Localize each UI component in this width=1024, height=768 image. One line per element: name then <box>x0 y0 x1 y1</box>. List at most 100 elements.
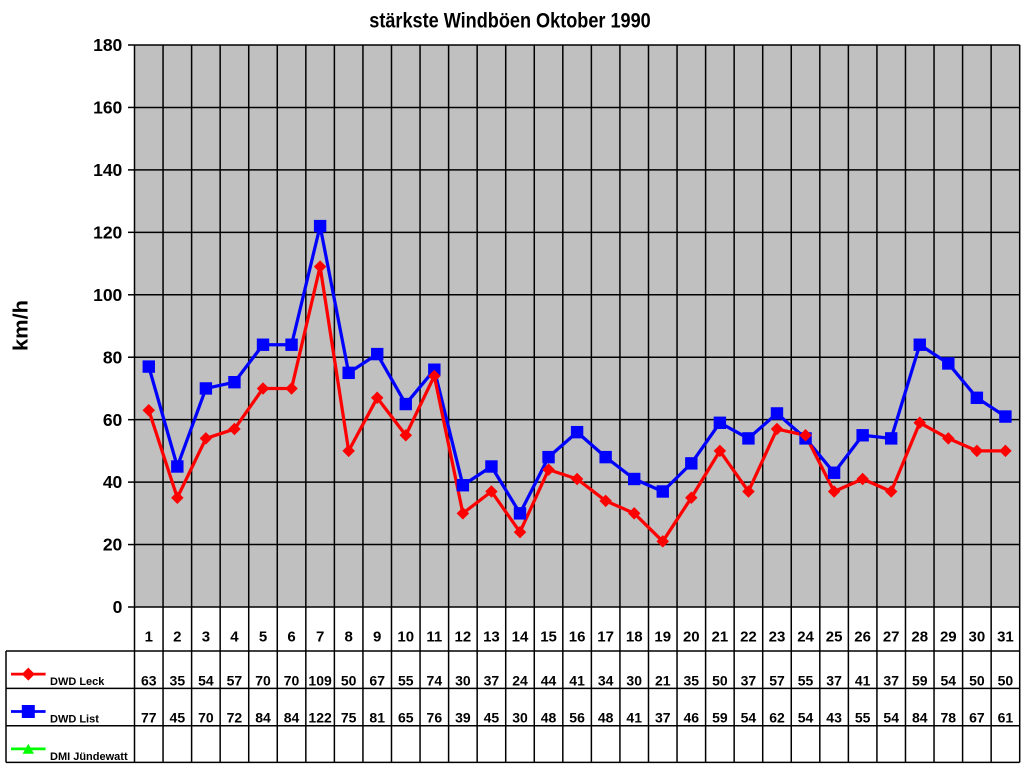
svg-text:44: 44 <box>541 672 557 688</box>
svg-text:km/h: km/h <box>11 300 33 351</box>
svg-text:4: 4 <box>230 629 239 646</box>
svg-text:50: 50 <box>341 672 357 688</box>
svg-text:0: 0 <box>113 597 123 617</box>
svg-text:24: 24 <box>512 672 528 688</box>
svg-text:54: 54 <box>741 710 757 726</box>
svg-text:30: 30 <box>626 672 642 688</box>
svg-text:37: 37 <box>883 672 899 688</box>
svg-text:81: 81 <box>369 710 385 726</box>
svg-text:57: 57 <box>769 672 785 688</box>
svg-text:30: 30 <box>512 710 528 726</box>
svg-text:28: 28 <box>911 629 928 646</box>
svg-text:59: 59 <box>912 672 928 688</box>
svg-text:10: 10 <box>397 629 414 646</box>
svg-text:74: 74 <box>427 672 443 688</box>
svg-text:16: 16 <box>569 629 586 646</box>
svg-text:55: 55 <box>398 672 414 688</box>
svg-text:84: 84 <box>912 710 928 726</box>
svg-text:5: 5 <box>259 629 267 646</box>
svg-text:62: 62 <box>769 710 785 726</box>
svg-text:30: 30 <box>455 672 471 688</box>
svg-text:67: 67 <box>369 672 385 688</box>
svg-text:21: 21 <box>712 629 729 646</box>
svg-text:DWD List: DWD List <box>50 714 99 726</box>
svg-text:45: 45 <box>170 710 186 726</box>
svg-text:35: 35 <box>684 672 700 688</box>
svg-text:24: 24 <box>797 629 814 646</box>
svg-text:160: 160 <box>93 98 122 118</box>
svg-text:15: 15 <box>540 629 557 646</box>
svg-text:41: 41 <box>569 672 585 688</box>
svg-text:56: 56 <box>569 710 585 726</box>
svg-text:109: 109 <box>308 672 332 688</box>
svg-text:77: 77 <box>141 710 157 726</box>
svg-text:stärkste Windböen Oktober 1990: stärkste Windböen Oktober 1990 <box>369 10 651 33</box>
svg-text:100: 100 <box>93 285 122 305</box>
svg-text:17: 17 <box>597 629 614 646</box>
svg-text:45: 45 <box>484 710 500 726</box>
svg-text:122: 122 <box>308 710 332 726</box>
svg-text:70: 70 <box>198 710 214 726</box>
svg-text:120: 120 <box>93 222 122 242</box>
svg-text:8: 8 <box>344 629 352 646</box>
svg-text:22: 22 <box>740 629 757 646</box>
svg-text:50: 50 <box>998 672 1014 688</box>
svg-text:39: 39 <box>455 710 471 726</box>
svg-text:12: 12 <box>455 629 472 646</box>
svg-text:7: 7 <box>316 629 324 646</box>
svg-text:27: 27 <box>883 629 900 646</box>
svg-text:30: 30 <box>969 629 986 646</box>
svg-text:25: 25 <box>826 629 843 646</box>
svg-text:3: 3 <box>202 629 210 646</box>
svg-text:63: 63 <box>141 672 157 688</box>
svg-text:34: 34 <box>598 672 614 688</box>
svg-text:43: 43 <box>826 710 842 726</box>
svg-text:54: 54 <box>883 710 899 726</box>
svg-text:78: 78 <box>941 710 957 726</box>
svg-text:80: 80 <box>103 347 123 367</box>
svg-text:31: 31 <box>997 629 1014 646</box>
svg-text:140: 140 <box>93 160 122 180</box>
svg-text:65: 65 <box>398 710 414 726</box>
svg-text:9: 9 <box>373 629 381 646</box>
svg-text:84: 84 <box>255 710 271 726</box>
svg-text:180: 180 <box>93 35 122 55</box>
svg-text:20: 20 <box>103 535 123 555</box>
svg-text:19: 19 <box>654 629 671 646</box>
svg-text:35: 35 <box>170 672 186 688</box>
svg-text:46: 46 <box>684 710 700 726</box>
svg-text:11: 11 <box>426 629 442 646</box>
svg-text:26: 26 <box>854 629 871 646</box>
svg-text:48: 48 <box>598 710 614 726</box>
svg-text:72: 72 <box>227 710 243 726</box>
svg-text:41: 41 <box>855 672 871 688</box>
svg-text:1: 1 <box>145 629 153 646</box>
svg-text:13: 13 <box>483 629 500 646</box>
svg-text:55: 55 <box>798 672 814 688</box>
svg-text:DMI Jündewatt: DMI Jündewatt <box>50 751 128 763</box>
svg-text:DWD Leck: DWD Leck <box>50 676 105 688</box>
svg-text:37: 37 <box>484 672 500 688</box>
svg-text:21: 21 <box>655 672 671 688</box>
svg-text:6: 6 <box>287 629 295 646</box>
svg-text:60: 60 <box>103 410 123 430</box>
svg-text:2: 2 <box>173 629 181 646</box>
svg-text:50: 50 <box>712 672 728 688</box>
svg-text:48: 48 <box>541 710 557 726</box>
svg-text:54: 54 <box>198 672 214 688</box>
svg-text:59: 59 <box>712 710 728 726</box>
svg-text:54: 54 <box>798 710 814 726</box>
svg-text:29: 29 <box>940 629 957 646</box>
svg-text:50: 50 <box>969 672 985 688</box>
svg-text:41: 41 <box>626 710 642 726</box>
svg-text:54: 54 <box>941 672 957 688</box>
svg-text:75: 75 <box>341 710 357 726</box>
svg-text:40: 40 <box>103 472 123 492</box>
svg-text:67: 67 <box>969 710 985 726</box>
svg-text:70: 70 <box>284 672 300 688</box>
svg-text:20: 20 <box>683 629 700 646</box>
svg-text:61: 61 <box>998 710 1014 726</box>
svg-text:76: 76 <box>427 710 443 726</box>
svg-text:55: 55 <box>855 710 871 726</box>
svg-text:70: 70 <box>255 672 271 688</box>
